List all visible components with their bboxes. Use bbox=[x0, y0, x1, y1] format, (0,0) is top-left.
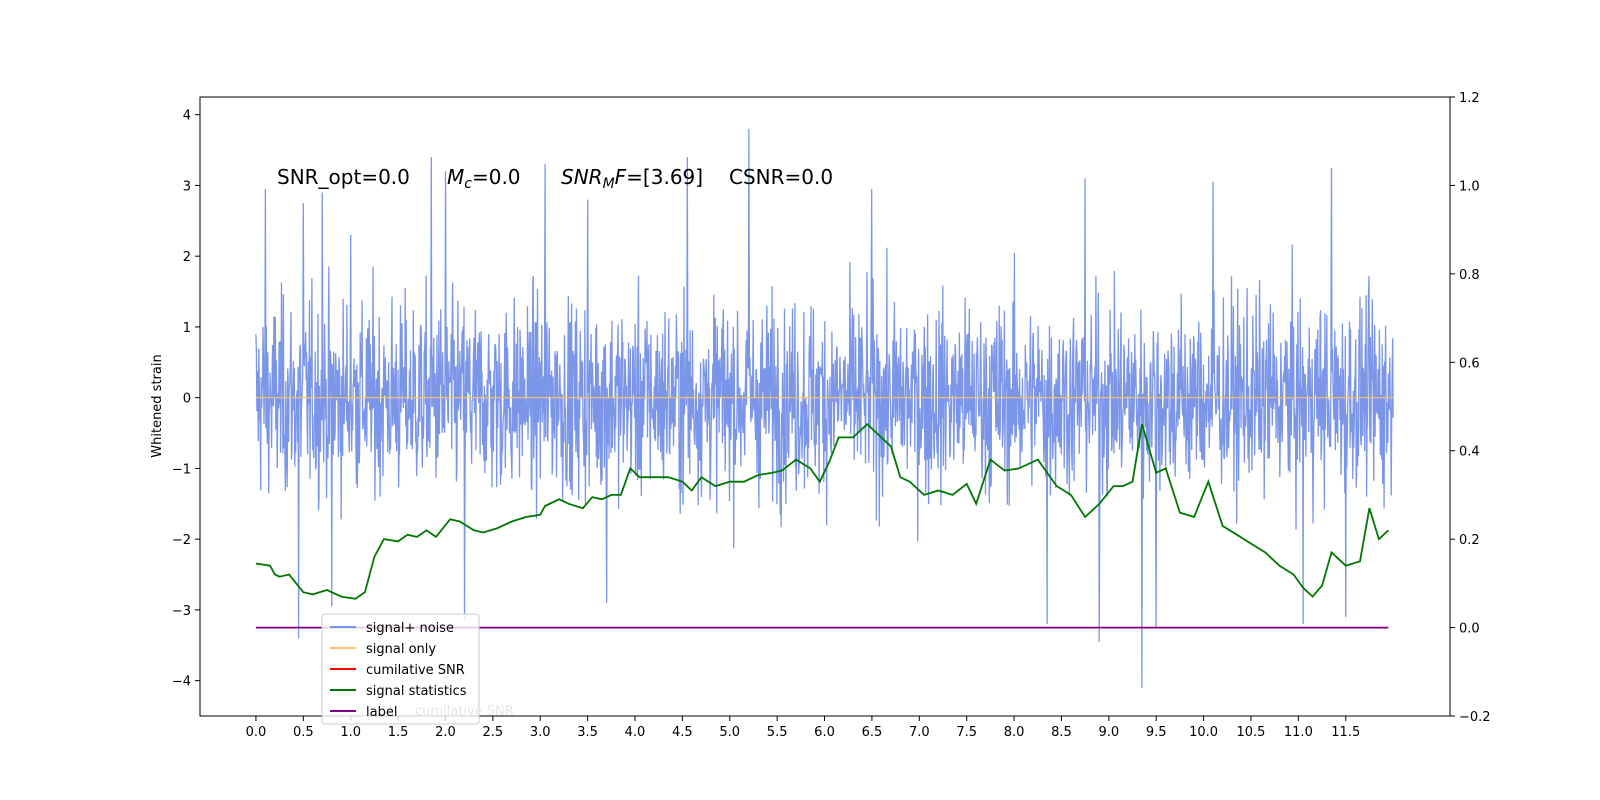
x-tick-label: 1.5 bbox=[388, 725, 409, 740]
y-left-tick-label: 0 bbox=[183, 392, 191, 407]
legend-label: signal only bbox=[366, 642, 436, 657]
x-tick-label: 6.0 bbox=[814, 725, 835, 740]
x-tick-label: 10.5 bbox=[1237, 725, 1266, 740]
x-tick-label: 2.0 bbox=[435, 725, 456, 740]
x-tick-label: 10.0 bbox=[1189, 725, 1218, 740]
y-left-tick-label: 3 bbox=[183, 179, 191, 194]
x-tick-label: 9.0 bbox=[1098, 725, 1119, 740]
legend-label: signal statistics bbox=[366, 684, 467, 699]
legend-box bbox=[321, 613, 480, 725]
x-tick-label: 8.0 bbox=[1004, 725, 1025, 740]
x-tick-label: 4.5 bbox=[672, 725, 693, 740]
annotation-csnr: CSNR=0.0 bbox=[729, 165, 833, 189]
signal-noise-series bbox=[255, 128, 1394, 688]
y-right-tick-label: 0.6 bbox=[1459, 356, 1480, 371]
x-tick-label: 8.5 bbox=[1051, 725, 1072, 740]
legend-label: signal+ noise bbox=[366, 621, 454, 636]
x-tick-label: 7.0 bbox=[909, 725, 930, 740]
y-right-tick-label: 0.8 bbox=[1459, 268, 1480, 283]
series-signal-statistics-line bbox=[255, 422, 1390, 600]
y-left-tick-label: −1 bbox=[172, 462, 191, 477]
y-right-tick-label: 0.2 bbox=[1459, 533, 1480, 548]
y-axis-right: 1.2 1.0 0.8 0.6 0.4 0.2 0.0 −0.2 bbox=[1450, 91, 1491, 725]
x-tick-label: 5.0 bbox=[719, 725, 740, 740]
annotation: SNR_opt=0.0 Mc=0.0 SNRMF=[3.69] CSNR=0.0 bbox=[277, 165, 833, 192]
x-tick-label: 9.5 bbox=[1146, 725, 1167, 740]
x-axis: 0.0 0.5 1.0 1.5 2.0 2.5 3.0 3.5 4.0 4.5 5.0 5.5 6.0 6… bbox=[246, 716, 1360, 740]
annotation-mc: Mc=0.0 bbox=[447, 165, 521, 192]
y-right-tick-label: 1.0 bbox=[1459, 179, 1480, 194]
y-left-tick-label: −2 bbox=[172, 533, 191, 548]
x-tick-label: 0.5 bbox=[293, 725, 314, 740]
x-tick-label: 1.0 bbox=[340, 725, 361, 740]
legend-label: label bbox=[366, 705, 397, 720]
x-tick-label: 2.5 bbox=[482, 725, 503, 740]
y-axis-label: Whitened strain bbox=[150, 354, 165, 457]
y-left-tick-label: −4 bbox=[172, 675, 191, 690]
x-tick-label: 6.5 bbox=[862, 725, 883, 740]
x-tick-label: 3.0 bbox=[530, 725, 551, 740]
y-right-tick-label: 1.2 bbox=[1459, 91, 1480, 106]
y-right-tick-label: 0.0 bbox=[1459, 622, 1480, 637]
legend: cumilative SNR signal+ noise signal only c… bbox=[321, 613, 514, 725]
x-tick-label: 11.0 bbox=[1284, 725, 1313, 740]
x-tick-label: 7.5 bbox=[956, 725, 977, 740]
y-left-tick-label: 4 bbox=[183, 109, 191, 124]
y-axis-left: 4 3 2 1 0 −1 −2 −3 −4 bbox=[172, 109, 200, 690]
x-tick-label: 11.5 bbox=[1331, 725, 1360, 740]
y-right-tick-label: 0.4 bbox=[1459, 445, 1480, 460]
y-right-tick-label: −0.2 bbox=[1459, 710, 1491, 725]
y-left-tick-label: −3 bbox=[172, 604, 191, 619]
annotation-snr-opt: SNR_opt=0.0 bbox=[277, 165, 410, 189]
signal-noise-line bbox=[255, 128, 1394, 688]
x-tick-label: 4.0 bbox=[625, 725, 646, 740]
y-left-tick-label: 2 bbox=[183, 250, 191, 265]
x-tick-label: 3.5 bbox=[577, 725, 598, 740]
legend-ghost-text: cumilative SNR bbox=[415, 704, 514, 719]
annotation-snrmf: SNRMF=[3.69] bbox=[561, 165, 703, 192]
x-tick-label: 5.5 bbox=[767, 725, 788, 740]
x-tick-label: 0.0 bbox=[246, 725, 267, 740]
y-left-tick-label: 1 bbox=[183, 321, 191, 336]
legend-label: cumilative SNR bbox=[366, 663, 465, 678]
